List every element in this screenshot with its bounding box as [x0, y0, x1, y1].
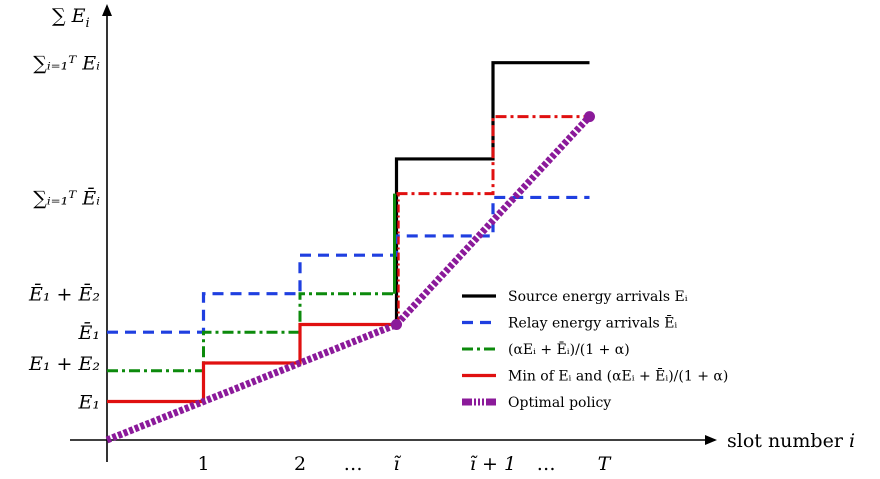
x-tick-label: … [537, 453, 556, 475]
x-tick-label: T [598, 453, 612, 475]
y-tick-label: E₁ [78, 392, 101, 414]
y-tick-label: ∑ᵢ₌₁ᵀ Ēᵢ [33, 186, 100, 209]
x-axis-label: slot number i [727, 430, 855, 452]
series-combined-ratio-line [107, 292, 397, 373]
legend-label: (αEᵢ + Ēᵢ)/(1 + α) [508, 340, 630, 358]
x-tick-label: 2 [294, 453, 306, 475]
legend-label: Relay energy arrivals Ēᵢ [508, 314, 677, 332]
tick-labels: 1 2 … ĩ ĩ + 1 … T E₁ E₁ + E₂ Ē₁ Ē₁ + Ē₂ ∑ᵢ₌₁ᵀ Ēᵢ ∑ᵢ₌… [28, 53, 612, 475]
optimal-policy-point [584, 111, 595, 123]
series-min-line [107, 322, 397, 404]
legend-label: Source energy arrivals Eᵢ [508, 289, 688, 305]
legend: Source energy arrivals Eᵢ Relay energy ar… [462, 289, 728, 411]
series-min-dashdot-line [396, 115, 590, 196]
y-axis-label-sub: i [85, 16, 89, 31]
x-tick-label: ĩ [393, 453, 401, 475]
x-tick-label: … [344, 453, 363, 475]
series-source-energy-line [394, 61, 590, 325]
series [105, 61, 595, 444]
x-axis-label-var: i [849, 430, 855, 452]
legend-label: Optimal policy [508, 395, 611, 411]
y-axis-label: ∑ Ei [52, 5, 90, 31]
y-axis-label-var: E [71, 5, 86, 27]
x-tick-label: 1 [197, 453, 209, 475]
y-tick-label: Ē₁ + Ē₂ [28, 283, 100, 306]
optimal-policy-point [391, 319, 402, 330]
axes: ∑ Ei slot number i [52, 4, 855, 462]
y-tick-label: E₁ + E₂ [28, 353, 100, 375]
x-tick-label: ĩ + 1 [470, 453, 516, 475]
x-axis-label-text: slot number [727, 430, 849, 452]
legend-label: Min of Eᵢ and (αEᵢ + Ēᵢ)/(1 + α) [508, 367, 728, 385]
y-axis-label-sum: ∑ [52, 5, 66, 27]
y-tick-label: ∑ᵢ₌₁ᵀ Eᵢ [33, 53, 100, 75]
series-optimal-policy-line [105, 114, 593, 444]
y-tick-label: Ē₁ [78, 321, 101, 344]
series-relay-energy-line [107, 195, 590, 334]
